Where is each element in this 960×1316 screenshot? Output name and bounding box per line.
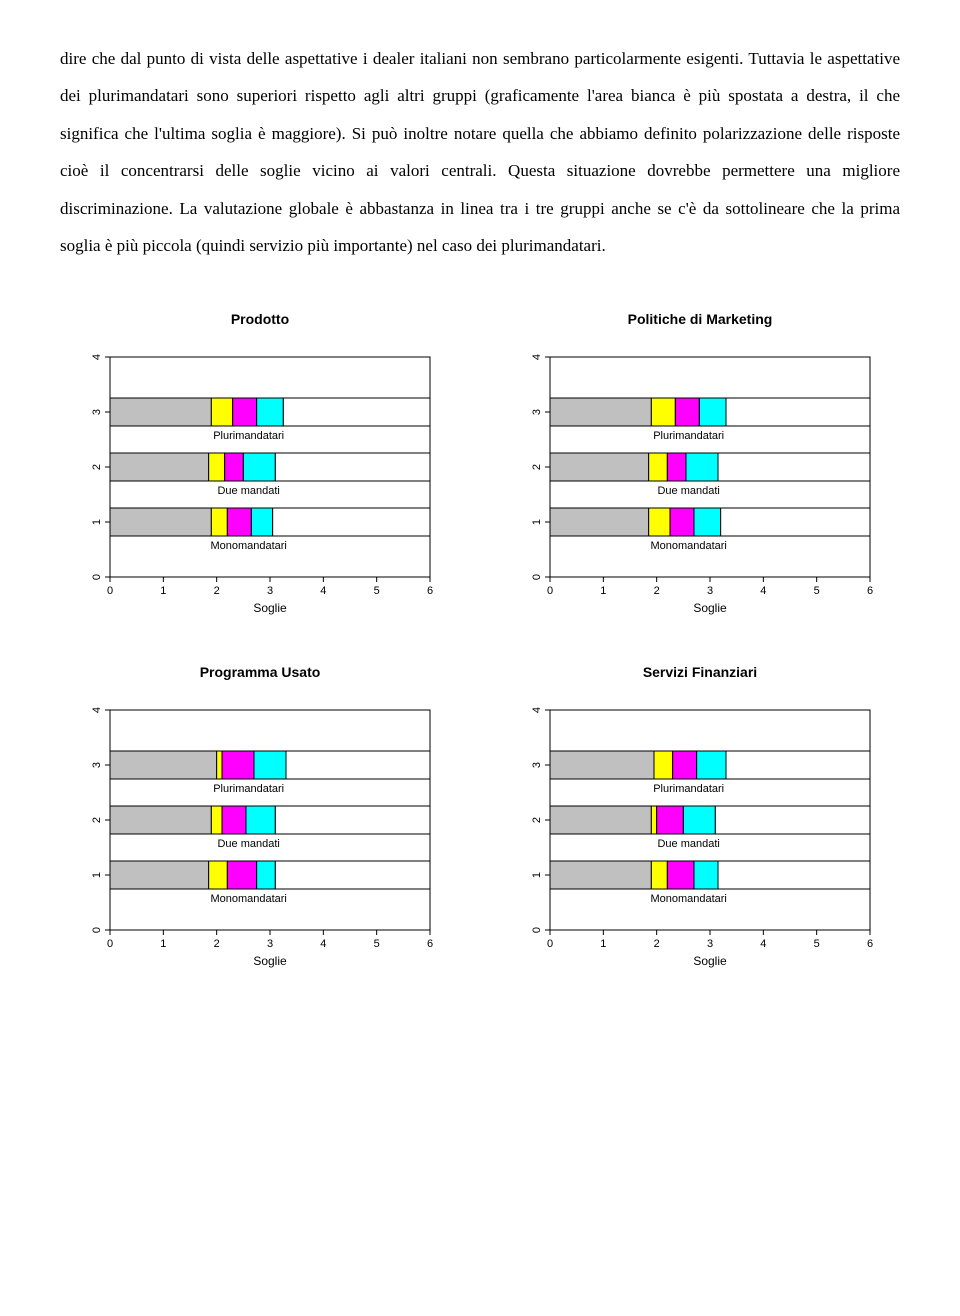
svg-text:1: 1 [600, 938, 606, 950]
svg-text:Due mandati: Due mandati [657, 485, 719, 497]
chart-politiche: Politiche di Marketing Plurimandatari Due… [500, 304, 900, 627]
svg-text:4: 4 [320, 938, 326, 950]
svg-text:2: 2 [531, 817, 543, 823]
svg-text:Plurimandatari: Plurimandatari [653, 783, 724, 795]
svg-text:2: 2 [654, 938, 660, 950]
svg-text:2: 2 [654, 585, 660, 597]
chart-svg-3: Plurimandatari Due mandati Monomandatari 0 1… [510, 700, 890, 980]
svg-text:5: 5 [374, 585, 380, 597]
svg-text:4: 4 [91, 707, 103, 713]
svg-text:Due mandati: Due mandati [657, 838, 719, 850]
svg-text:4: 4 [531, 354, 543, 360]
svg-text:3: 3 [707, 938, 713, 950]
svg-text:6: 6 [867, 938, 873, 950]
svg-text:Due mandati: Due mandati [217, 485, 279, 497]
svg-text:1: 1 [531, 872, 543, 878]
svg-text:0: 0 [547, 938, 553, 950]
svg-text:2: 2 [531, 464, 543, 470]
svg-text:3: 3 [91, 762, 103, 768]
chart-servizi: Servizi Finanziari Plurimandatari Due man… [500, 657, 900, 980]
svg-text:1: 1 [160, 585, 166, 597]
svg-text:Soglie: Soglie [693, 954, 727, 968]
chart-title: Servizi Finanziari [643, 657, 757, 688]
svg-text:3: 3 [707, 585, 713, 597]
svg-text:3: 3 [267, 585, 273, 597]
svg-text:Soglie: Soglie [253, 601, 287, 615]
svg-text:Plurimandatari: Plurimandatari [653, 430, 724, 442]
svg-text:0: 0 [91, 574, 103, 580]
svg-text:0: 0 [547, 585, 553, 597]
svg-text:6: 6 [427, 938, 433, 950]
svg-text:3: 3 [267, 938, 273, 950]
svg-text:4: 4 [760, 938, 766, 950]
svg-text:6: 6 [867, 585, 873, 597]
svg-text:2: 2 [214, 585, 220, 597]
svg-text:6: 6 [427, 585, 433, 597]
svg-text:Due mandati: Due mandati [217, 838, 279, 850]
svg-text:0: 0 [107, 585, 113, 597]
svg-text:Soglie: Soglie [253, 954, 287, 968]
svg-text:4: 4 [320, 585, 326, 597]
chart-svg-1: Plurimandatari Due mandati Monomandatari 0 1… [510, 347, 890, 627]
svg-text:1: 1 [91, 872, 103, 878]
body-paragraph: dire che dal punto di vista delle aspett… [60, 40, 900, 264]
svg-text:0: 0 [531, 574, 543, 580]
charts-grid: Prodotto Plurimandatari Due mandati Monoma… [60, 304, 900, 980]
svg-text:Monomandatari: Monomandatari [210, 540, 286, 552]
svg-text:5: 5 [814, 938, 820, 950]
svg-text:0: 0 [91, 927, 103, 933]
svg-text:1: 1 [531, 519, 543, 525]
chart-svg-0: Plurimandatari Due mandati Monomandatari 0 1… [70, 347, 450, 627]
svg-text:0: 0 [107, 938, 113, 950]
svg-text:Monomandatari: Monomandatari [650, 540, 726, 552]
svg-text:Plurimandatari: Plurimandatari [213, 430, 284, 442]
svg-text:2: 2 [91, 464, 103, 470]
svg-text:1: 1 [160, 938, 166, 950]
svg-text:4: 4 [760, 585, 766, 597]
svg-text:2: 2 [214, 938, 220, 950]
svg-text:Monomandatari: Monomandatari [210, 893, 286, 905]
svg-text:4: 4 [91, 354, 103, 360]
svg-text:1: 1 [91, 519, 103, 525]
svg-text:Plurimandatari: Plurimandatari [213, 783, 284, 795]
svg-text:3: 3 [91, 409, 103, 415]
svg-text:0: 0 [531, 927, 543, 933]
svg-text:2: 2 [91, 817, 103, 823]
chart-title: Politiche di Marketing [628, 304, 773, 335]
svg-text:4: 4 [531, 707, 543, 713]
svg-text:5: 5 [374, 938, 380, 950]
svg-text:5: 5 [814, 585, 820, 597]
chart-title: Programma Usato [200, 657, 321, 688]
chart-svg-2: Plurimandatari Due mandati Monomandatari 0 1… [70, 700, 450, 980]
chart-programma: Programma Usato Plurimandatari Due mandat… [60, 657, 460, 980]
svg-text:3: 3 [531, 762, 543, 768]
svg-text:3: 3 [531, 409, 543, 415]
svg-text:Soglie: Soglie [693, 601, 727, 615]
svg-text:1: 1 [600, 585, 606, 597]
chart-title: Prodotto [231, 304, 289, 335]
chart-prodotto: Prodotto Plurimandatari Due mandati Monoma… [60, 304, 460, 627]
svg-text:Monomandatari: Monomandatari [650, 893, 726, 905]
